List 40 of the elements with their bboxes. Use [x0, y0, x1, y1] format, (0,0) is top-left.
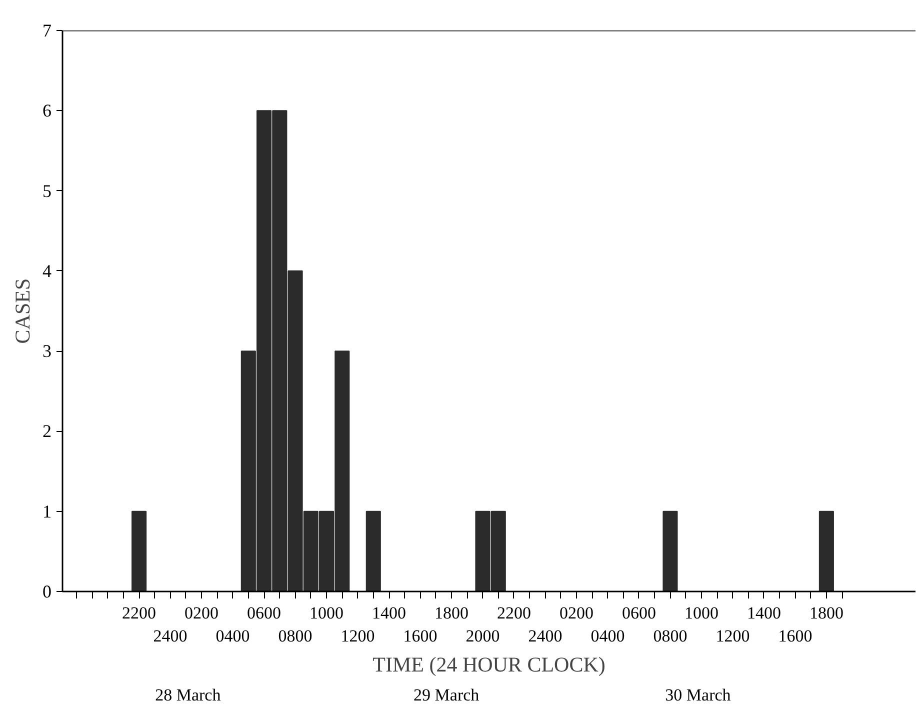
- x-axis-title: TIME (24 HOUR CLOCK): [372, 652, 606, 676]
- x-tick-label: 1000: [684, 604, 718, 622]
- x-tick-label: 1400: [372, 604, 406, 622]
- x-tick-label: 1200: [716, 626, 750, 646]
- y-axis-title: CASES: [10, 278, 34, 344]
- x-tick-label: 0200: [184, 604, 219, 622]
- x-tick-label: 0600: [247, 604, 282, 622]
- x-tick-label: 1600: [778, 626, 812, 646]
- x-tick-label: 0400: [590, 626, 625, 646]
- x-tick-label: 0600: [622, 604, 656, 622]
- x-tick-label: 1600: [403, 626, 438, 646]
- bar: [818, 510, 834, 592]
- y-tick-label: 7: [42, 20, 52, 40]
- y-tick-label: 2: [42, 421, 52, 442]
- y-tick-label: 3: [42, 341, 52, 362]
- y-tick-label: 6: [42, 100, 52, 121]
- text: 28 March: [155, 686, 222, 704]
- x-tick-label: 2400: [528, 626, 562, 646]
- x-tick-label: 2200: [496, 604, 531, 622]
- text: 30 March: [665, 686, 732, 704]
- x-tick-label: 2000: [466, 626, 500, 646]
- x-tick-label: 2400: [153, 626, 188, 646]
- x-tick-label: 1800: [809, 604, 844, 622]
- y-tick-label: 5: [42, 180, 52, 201]
- y-tick-label: 4: [42, 260, 52, 281]
- bar: [662, 510, 678, 592]
- y-tick-label: 0: [42, 582, 52, 602]
- x-tick-label: 2200: [122, 604, 156, 622]
- y-tick-label: 1: [42, 501, 52, 522]
- x-tick-label: 1800: [434, 604, 469, 622]
- x-tick-label: 1000: [310, 604, 344, 622]
- bar: [132, 510, 147, 592]
- x-tick-label: 0200: [559, 604, 594, 622]
- x-tick-label: 0800: [653, 626, 688, 646]
- text: 29 March: [414, 686, 480, 704]
- bar: [366, 510, 381, 592]
- x-tick-label: 1400: [746, 604, 781, 622]
- x-tick-label: 0400: [216, 626, 250, 646]
- x-tick-label: 1200: [340, 626, 375, 646]
- x-tick-label: 0800: [278, 626, 312, 646]
